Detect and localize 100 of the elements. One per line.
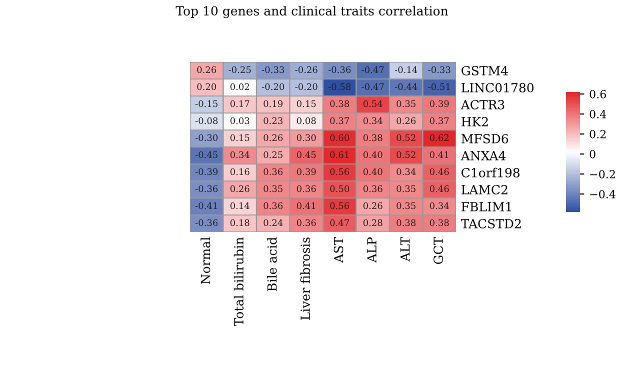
data-label: 0.40 (363, 168, 382, 176)
data-label: 0.26 (230, 185, 250, 192)
data-label: -0.33 (262, 66, 284, 74)
data-label: -0.26 (295, 66, 318, 74)
data-label: 0.35 (264, 185, 282, 192)
data-label: -0.47 (362, 66, 384, 74)
color-bar-label: 0 (590, 150, 596, 158)
data-label: -0.30 (195, 134, 218, 142)
data-label: -0.14 (394, 66, 418, 74)
data-label: 0.28 (363, 219, 382, 226)
data-label: 0.52 (396, 134, 416, 142)
data-label: -0.58 (328, 83, 351, 90)
data-label: 0.03 (230, 117, 250, 124)
data-label: 0.38 (330, 100, 350, 108)
y-tick-label: MFSD6 (461, 134, 508, 144)
x-tick-label: ALT (400, 236, 410, 262)
data-label: 0.25 (264, 151, 282, 158)
data-label: 0.56 (330, 168, 350, 176)
data-label: 0.56 (330, 202, 350, 210)
y-tick-label: LINC01780 (462, 82, 534, 92)
data-label: 0.47 (330, 219, 350, 226)
data-label: 0.39 (296, 168, 316, 176)
y-tick-label: HK2 (462, 116, 488, 126)
data-label: -0.47 (362, 83, 384, 90)
data-label: 0.34 (363, 117, 382, 124)
chart-title: Top 10 genes and clinical traits correlation (176, 6, 448, 18)
data-label: 0.17 (230, 100, 250, 108)
data-label: -0.25 (228, 66, 251, 74)
data-label: 0.34 (430, 202, 449, 210)
x-tick-label: GCT (434, 236, 443, 264)
data-label: -0.36 (195, 185, 218, 192)
data-label: 0.18 (230, 219, 250, 226)
data-label: 0.14 (230, 202, 250, 210)
data-label: 0.34 (230, 151, 250, 158)
data-label: 0.35 (396, 100, 416, 108)
y-tick-label: FBLIM1 (462, 202, 511, 212)
data-label: 0.54 (363, 100, 382, 108)
y-tick-label: TACSTD2 (460, 218, 521, 228)
data-label: -0.08 (195, 117, 218, 124)
data-label: -0.36 (195, 219, 218, 226)
data-label: 0.36 (296, 185, 316, 192)
data-label: 0.26 (264, 134, 283, 142)
x-tick-label: Bile acid (267, 237, 277, 292)
color-bar-label: 0.2 (590, 130, 606, 138)
data-label: 0.37 (430, 117, 449, 124)
data-label: -0.45 (195, 151, 218, 158)
color-bar-label: 0.6 (590, 90, 606, 98)
data-label: -0.20 (262, 83, 284, 90)
data-label: 0.41 (430, 151, 448, 158)
data-label: 0.35 (396, 185, 416, 192)
color-bar-label: −0.2 (590, 170, 615, 178)
data-label: 0.46 (430, 185, 449, 192)
data-label: -0.39 (195, 168, 218, 176)
data-label: 0.15 (296, 100, 316, 108)
data-label: 0.38 (430, 219, 449, 226)
data-label: 0.45 (296, 151, 316, 158)
data-label: -0.20 (295, 83, 318, 90)
data-label: 0.26 (363, 202, 382, 210)
data-label: 0.20 (197, 83, 216, 90)
color-bar-label: 0.4 (590, 110, 606, 118)
data-label: 0.41 (296, 202, 316, 210)
data-label: -0.51 (428, 83, 450, 90)
data-label: 0.26 (396, 117, 416, 124)
data-label: 0.61 (330, 151, 348, 158)
data-label: 0.50 (330, 185, 350, 192)
data-label: -0.15 (195, 100, 218, 108)
y-tick-label: C1orf198 (462, 168, 520, 178)
data-label: 0.30 (296, 134, 316, 142)
data-label: 0.15 (230, 134, 250, 142)
data-label: 0.36 (264, 168, 283, 176)
data-label: 0.36 (296, 219, 316, 226)
data-label: 0.23 (264, 117, 283, 124)
x-tick-label: Normal (200, 237, 210, 284)
data-label: 0.60 (330, 134, 350, 142)
data-label: 0.02 (230, 83, 250, 90)
data-label: 0.38 (363, 134, 382, 142)
data-label: 0.08 (296, 117, 316, 124)
x-tick-label: ALP (367, 237, 376, 263)
data-label: 0.37 (330, 117, 350, 124)
data-label: 0.34 (396, 168, 416, 176)
data-label: 0.38 (396, 219, 416, 226)
x-tick-label: AST (334, 236, 344, 263)
data-label: -0.36 (328, 66, 351, 74)
data-label: -0.41 (195, 202, 217, 210)
data-label: -0.33 (428, 66, 450, 74)
y-tick-label: GSTM4 (462, 66, 508, 76)
data-label: 0.16 (230, 168, 250, 176)
color-bar-label: −0.4 (590, 190, 616, 198)
data-label: 0.46 (430, 168, 449, 176)
x-tick-label: Liver fibrosis (300, 238, 310, 320)
data-label: 0.52 (396, 151, 416, 158)
data-label: 0.36 (363, 185, 382, 192)
y-tick-label: LAMC2 (462, 184, 508, 194)
y-tick-label: ACTR3 (460, 100, 504, 110)
y-tick-label: ANXA4 (460, 150, 506, 160)
data-label: 0.36 (264, 202, 283, 210)
data-label: 0.26 (197, 66, 216, 74)
data-label: -0.44 (394, 83, 418, 90)
data-label: 0.35 (396, 202, 416, 210)
data-label: 0.24 (264, 219, 283, 226)
